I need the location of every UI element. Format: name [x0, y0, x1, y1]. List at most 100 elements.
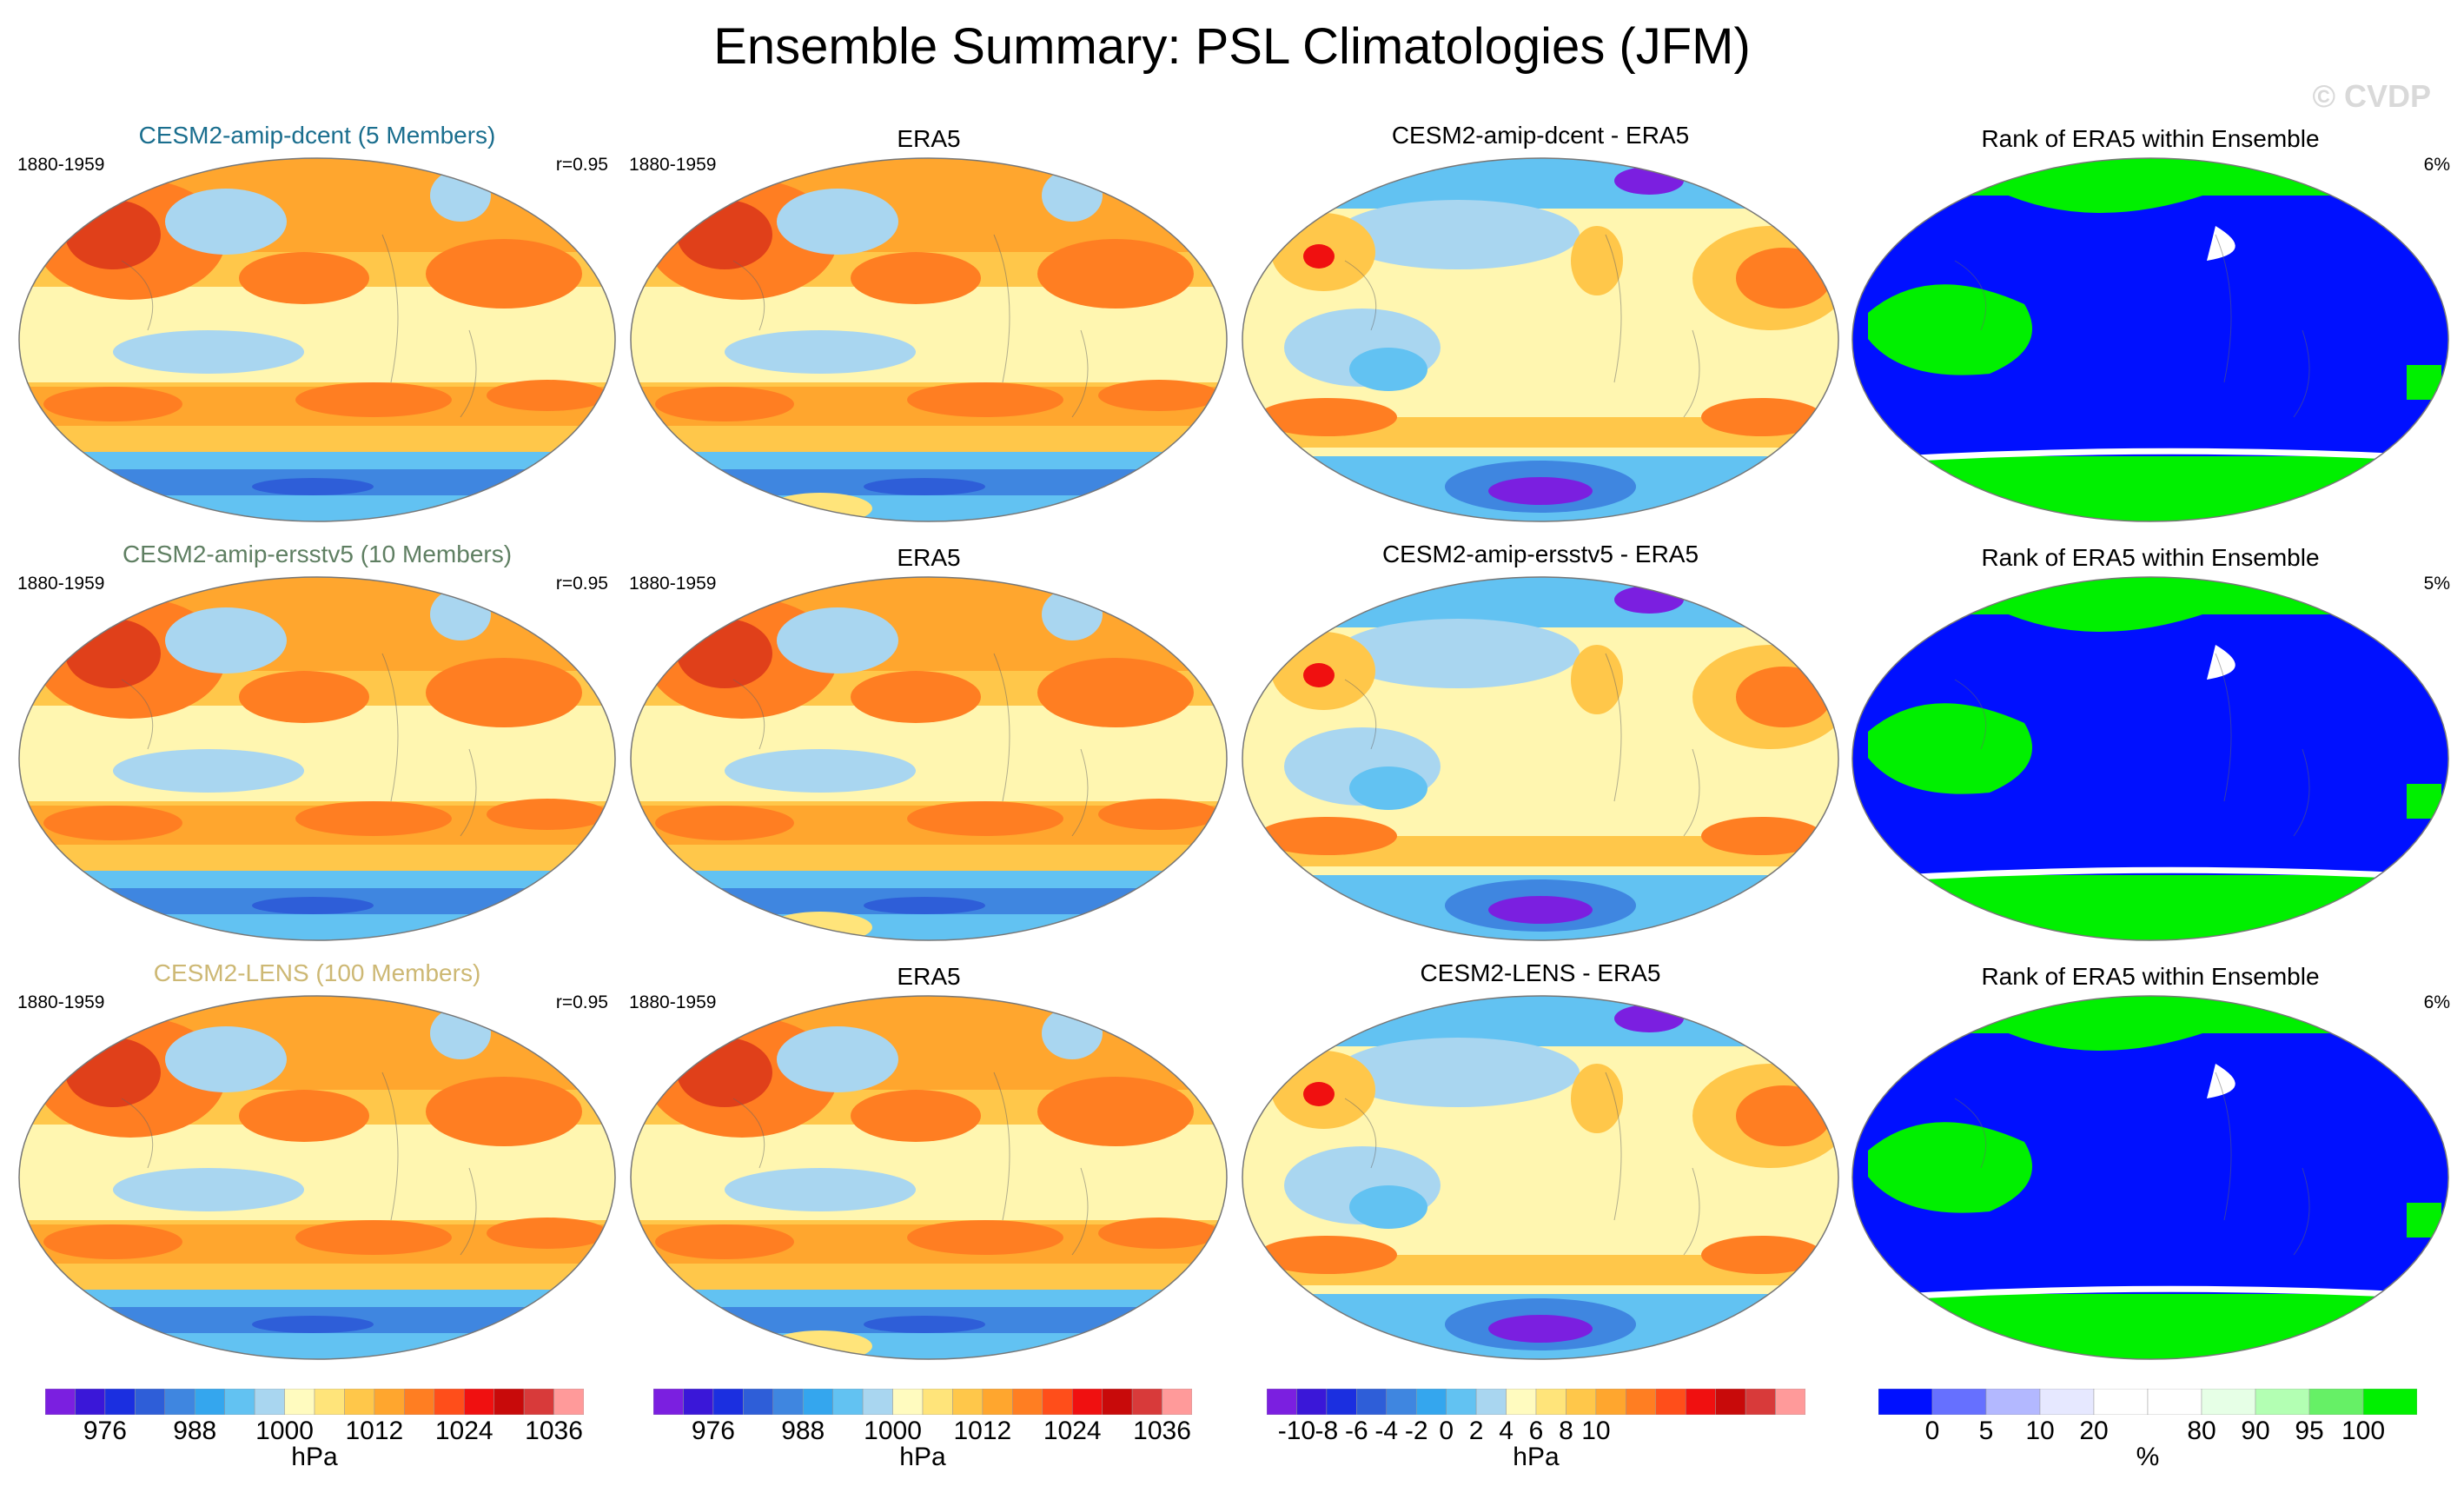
colorbar-4-tick-4: 20: [2079, 1417, 2109, 1445]
colorbar-1-units: hPa: [291, 1443, 338, 1471]
colorbar-1-box-6: [194, 1389, 225, 1415]
field-pacific-high: [907, 801, 1063, 836]
colorbar-2-tick-3: 1000: [864, 1417, 922, 1445]
psl-map-r3: [18, 995, 616, 1360]
rank-edge-patch: [2207, 226, 2235, 261]
colorbar-2-box-8: [862, 1389, 893, 1415]
field-northpacific-high: [851, 671, 981, 723]
colorbar-3-tick-9: 6: [1528, 1417, 1544, 1445]
field-southern-core-b: [1701, 817, 1823, 855]
map-outline: [1242, 157, 1839, 522]
field-indo-pacific-low: [113, 749, 304, 793]
colorbar-1-tick-5: 1024: [434, 1417, 493, 1445]
field-polar-band: [631, 914, 1227, 940]
obs-title-r2: ERA5: [897, 544, 961, 571]
colorbar-1-box-4: [135, 1389, 166, 1415]
colorbar-1-box-1: [45, 1389, 76, 1415]
field-atlantic-high: [1098, 1218, 1220, 1249]
field-southern-core: [864, 897, 985, 914]
field-indian-high: [43, 806, 182, 840]
field-indian-high: [43, 1224, 182, 1259]
field-midlat-band: [631, 1264, 1227, 1290]
obs-map-r1: [630, 157, 1228, 522]
field-azores-high: [426, 658, 582, 727]
colorbar-3-box-10: [1535, 1389, 1566, 1415]
rank-map-r3: [1851, 995, 2449, 1360]
rank-southern-ocean: [1852, 1294, 2448, 1359]
rank-east-patch: [2407, 1203, 2441, 1238]
colorbar-2-box-5: [772, 1389, 804, 1415]
field-aleutian-low: [777, 607, 898, 674]
map-outline: [630, 157, 1228, 522]
field-icelandic-low: [1042, 588, 1103, 640]
colorbar-1-tick-6: 1036: [525, 1417, 583, 1445]
field-northpacific-negative: [1336, 1038, 1580, 1107]
field-icelandic-low: [1042, 169, 1103, 222]
field-polar-band: [19, 914, 615, 940]
field-pacific-high: [295, 1220, 452, 1255]
colorbar-4-box-5: [2093, 1389, 2149, 1415]
colorbar-1-box-12: [374, 1389, 405, 1415]
colorbar-1-box-17: [523, 1389, 554, 1415]
colorbar-4-box-8: [2255, 1389, 2310, 1415]
field-polar-extreme: [1488, 1315, 1593, 1343]
colorbar-2-box-11: [952, 1389, 984, 1415]
field-indo-pacific-low: [725, 1168, 916, 1211]
period-label-r1: 1880-1959: [17, 155, 105, 175]
rank-north-pacific: [1998, 1003, 2259, 1051]
colorbar-1-box-3: [104, 1389, 136, 1415]
field-northpacific-negative: [1336, 200, 1580, 269]
psl-map-r1: [18, 157, 616, 522]
field-polar-band: [631, 1333, 1227, 1359]
colorbar-1-box-15: [463, 1389, 494, 1415]
field-atlantic-high: [487, 1218, 608, 1249]
rank-east-patch: [2407, 365, 2441, 400]
field-siberian-core: [677, 619, 772, 688]
rank-north-pacific: [1998, 165, 2259, 213]
coastlines: [1954, 234, 2310, 418]
colorbar-2-box-16: [1102, 1389, 1133, 1415]
diff-map-r3: [1242, 995, 1839, 1360]
model-title-r2: CESM2-amip-ersstv5 (10 Members): [122, 541, 513, 567]
field-siberian-core: [677, 200, 772, 269]
field-southern-core-b: [1701, 1236, 1823, 1274]
colorbar-2-box-4: [743, 1389, 774, 1415]
period-label-r2: 1880-1959: [17, 574, 105, 594]
field-atlantic-high: [487, 799, 608, 830]
diff-title-r2: CESM2-amip-ersstv5 - ERA5: [1381, 541, 1699, 567]
colorbar-1-box-5: [164, 1389, 195, 1415]
field-indo-pacific-low: [725, 330, 916, 374]
field-southern-core: [252, 897, 374, 914]
colorbar-4-tick-1: 0: [1924, 1417, 1940, 1445]
rank-southern-ocean: [1852, 875, 2448, 940]
rank-indian-ocean: [1868, 703, 2032, 794]
field-rockies-positive: [1571, 226, 1623, 295]
field-northpacific-high: [239, 1090, 369, 1142]
colorbar-3-tick-2: -8: [1315, 1417, 1339, 1445]
field-aleutian-low: [777, 189, 898, 255]
rank-southern-edge: [1852, 866, 2448, 884]
period-label-r3: 1880-1959: [17, 992, 105, 1012]
colorbar-3-box-3: [1326, 1389, 1357, 1415]
colorbar-4-box-1: [1878, 1389, 1933, 1415]
obs-title-r1: ERA5: [897, 125, 961, 152]
colorbar-3-tick-7: 2: [1468, 1417, 1484, 1445]
map-outline: [1851, 576, 2449, 941]
map-outline: [18, 995, 616, 1360]
colorbar-2-box-15: [1071, 1389, 1103, 1415]
colorbar-1-box-2: [75, 1389, 106, 1415]
diff-title-r3: CESM2-LENS - ERA5: [1420, 959, 1661, 986]
field-icelandic-low: [430, 588, 491, 640]
coastlines: [732, 234, 1089, 418]
colorbar-1-box-14: [434, 1389, 465, 1415]
colorbar-3-box-11: [1566, 1389, 1597, 1415]
field-icelandic-low: [430, 169, 491, 222]
rank-southern-edge: [1852, 448, 2448, 465]
obs-period-label-r3: 1880-1959: [629, 992, 717, 1012]
colorbar-4-tick-2: 5: [1978, 1417, 1994, 1445]
field-atlantic-core: [1736, 667, 1831, 727]
field-polar-band: [631, 495, 1227, 521]
colorbar-3-box-9: [1506, 1389, 1537, 1415]
colorbar-4-box-10: [2362, 1389, 2417, 1415]
obs-map-r2: [630, 576, 1228, 941]
